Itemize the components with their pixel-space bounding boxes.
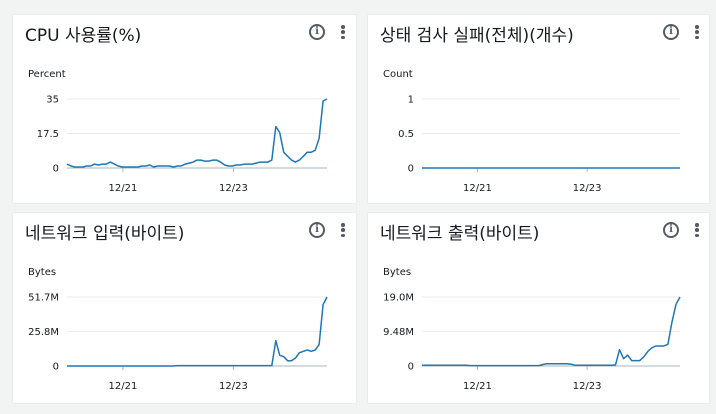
x-tick-label: 12/23 xyxy=(573,183,602,194)
widget-network-out: 네트워크 출력(바이트) i Bytes 19.0M 9.48M 0 12/21 12/2… xyxy=(367,212,710,404)
series-line xyxy=(66,98,328,168)
x-tick-label: 12/23 xyxy=(573,381,602,392)
more-options-icon[interactable] xyxy=(339,221,347,239)
y-tick-label: 9.48M xyxy=(383,327,414,338)
more-options-icon[interactable] xyxy=(693,23,701,41)
unit-label: Percent xyxy=(28,69,66,80)
unit-label: Bytes xyxy=(28,267,56,278)
x-tick-label: 12/21 xyxy=(108,183,137,194)
info-icon[interactable]: i xyxy=(663,222,679,238)
info-icon[interactable]: i xyxy=(309,24,325,40)
y-tick-label: 35 xyxy=(46,95,59,106)
x-tick-label: 12/21 xyxy=(463,381,492,392)
widget-cpu-utilization: CPU 사용률(%) i Percent 35 17.5 0 12/21 12/23 xyxy=(12,14,357,204)
network-in-chart: Bytes 51.7M 25.8M 0 12/21 12/23 xyxy=(28,267,328,392)
y-tick-label: 51.7M xyxy=(28,293,59,304)
y-tick-label: 25.8M xyxy=(28,327,59,338)
health-check-chart: Count 1 0.5 0 12/21 12/23 xyxy=(383,69,680,194)
widget-title: 네트워크 입력(바이트) xyxy=(25,224,185,244)
unit-label: Bytes xyxy=(383,267,411,278)
y-tick-label: 19.0M xyxy=(383,293,414,304)
widget-title: 상태 검사 실패(전체)(개수) xyxy=(380,26,574,46)
cpu-chart: Percent 35 17.5 0 12/21 12/23 xyxy=(28,69,328,194)
x-tick-label: 12/23 xyxy=(219,381,248,392)
y-tick-label: 1 xyxy=(408,95,414,106)
widget-health-check-failed: 상태 검사 실패(전체)(개수) i Count 1 0.5 0 12/21 12/23 xyxy=(367,14,710,204)
x-tick-label: 12/21 xyxy=(463,183,492,194)
network-out-chart: Bytes 19.0M 9.48M 0 12/21 12/23 xyxy=(383,267,681,392)
y-tick-label: 0 xyxy=(53,362,59,373)
y-tick-label: 0 xyxy=(408,362,414,373)
widget-title: CPU 사용률(%) xyxy=(25,26,142,46)
series-line xyxy=(67,296,328,367)
more-options-icon[interactable] xyxy=(339,23,347,41)
y-tick-label: 0 xyxy=(408,164,414,175)
y-tick-label: 0.5 xyxy=(398,129,414,140)
x-tick-label: 12/21 xyxy=(108,381,137,392)
widget-title: 네트워크 출력(바이트) xyxy=(380,224,540,244)
widget-network-in: 네트워크 입력(바이트) i Bytes 51.7M 25.8M 0 12/21 12/2… xyxy=(12,212,357,404)
info-icon[interactable]: i xyxy=(309,222,325,238)
unit-label: Count xyxy=(383,69,413,80)
more-options-icon[interactable] xyxy=(693,221,701,239)
x-tick-label: 12/23 xyxy=(219,183,248,194)
y-tick-label: 17.5 xyxy=(37,129,59,140)
series-line xyxy=(422,296,681,367)
info-icon[interactable]: i xyxy=(663,24,679,40)
y-tick-label: 0 xyxy=(53,164,59,175)
